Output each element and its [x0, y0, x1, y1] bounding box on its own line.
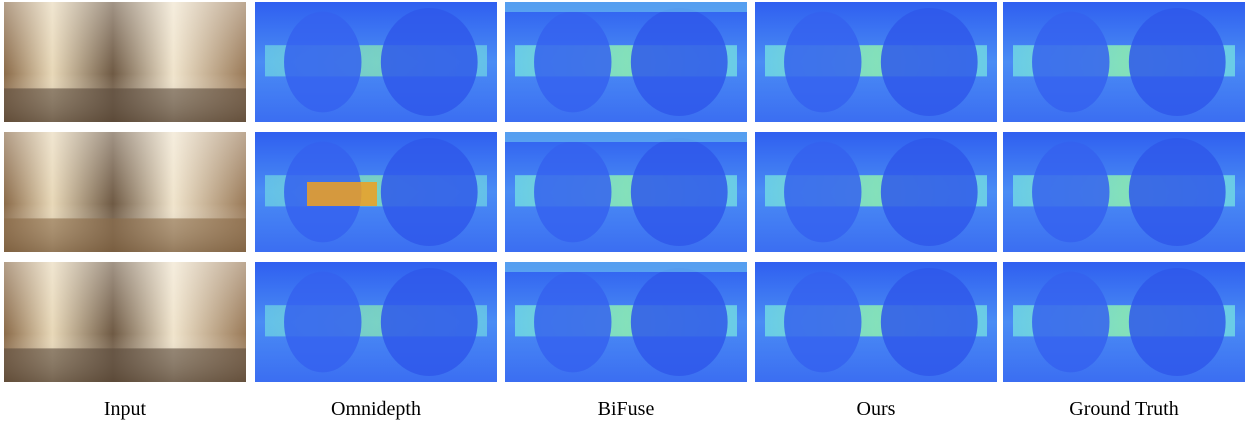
- noise-strip: [505, 132, 747, 142]
- column-label: Input: [104, 398, 147, 420]
- near-wall: [534, 272, 611, 373]
- column-label: Ours: [857, 398, 896, 420]
- input-image: [4, 262, 246, 382]
- near-wall: [784, 272, 861, 373]
- floor: [4, 218, 246, 252]
- column-label: Omnidepth: [331, 398, 421, 420]
- input-image: [4, 2, 246, 122]
- hot-region: [307, 182, 377, 206]
- depth-map: [255, 132, 497, 252]
- figure: Input Omnidepth BiFuse Ours Ground Truth: [0, 0, 1247, 423]
- depth-map: [255, 2, 497, 122]
- depth-map: [755, 262, 997, 382]
- near-wall: [881, 138, 978, 246]
- near-wall: [534, 142, 611, 243]
- near-wall: [1129, 268, 1226, 376]
- near-wall: [1032, 272, 1109, 373]
- near-wall: [784, 12, 861, 113]
- near-wall: [784, 142, 861, 243]
- near-wall: [284, 12, 361, 113]
- floor: [4, 88, 246, 122]
- noise-strip: [505, 2, 747, 12]
- near-wall: [381, 138, 478, 246]
- near-wall: [381, 268, 478, 376]
- column-labels: Input Omnidepth BiFuse Ours Ground Truth: [104, 398, 1179, 420]
- depth-map: [755, 132, 997, 252]
- near-wall: [1129, 138, 1226, 246]
- near-wall: [631, 268, 728, 376]
- near-wall: [1129, 8, 1226, 116]
- near-wall: [631, 138, 728, 246]
- near-wall: [1032, 12, 1109, 113]
- depth-map: [755, 2, 997, 122]
- floor: [4, 348, 246, 382]
- near-wall: [631, 8, 728, 116]
- noise-strip: [505, 262, 747, 272]
- near-wall: [881, 268, 978, 376]
- depth-map: [505, 2, 747, 122]
- depth-map: [1003, 2, 1245, 122]
- depth-map: [505, 262, 747, 382]
- depth-map: [505, 132, 747, 252]
- column-label: BiFuse: [598, 398, 655, 420]
- near-wall: [881, 8, 978, 116]
- near-wall: [381, 8, 478, 116]
- depth-map: [1003, 132, 1245, 252]
- depth-map: [1003, 262, 1245, 382]
- depth-map: [255, 262, 497, 382]
- near-wall: [1032, 142, 1109, 243]
- near-wall: [534, 12, 611, 113]
- input-image: [4, 132, 246, 252]
- near-wall: [284, 272, 361, 373]
- column-label: Ground Truth: [1069, 398, 1178, 420]
- image-grid: [4, 2, 1245, 382]
